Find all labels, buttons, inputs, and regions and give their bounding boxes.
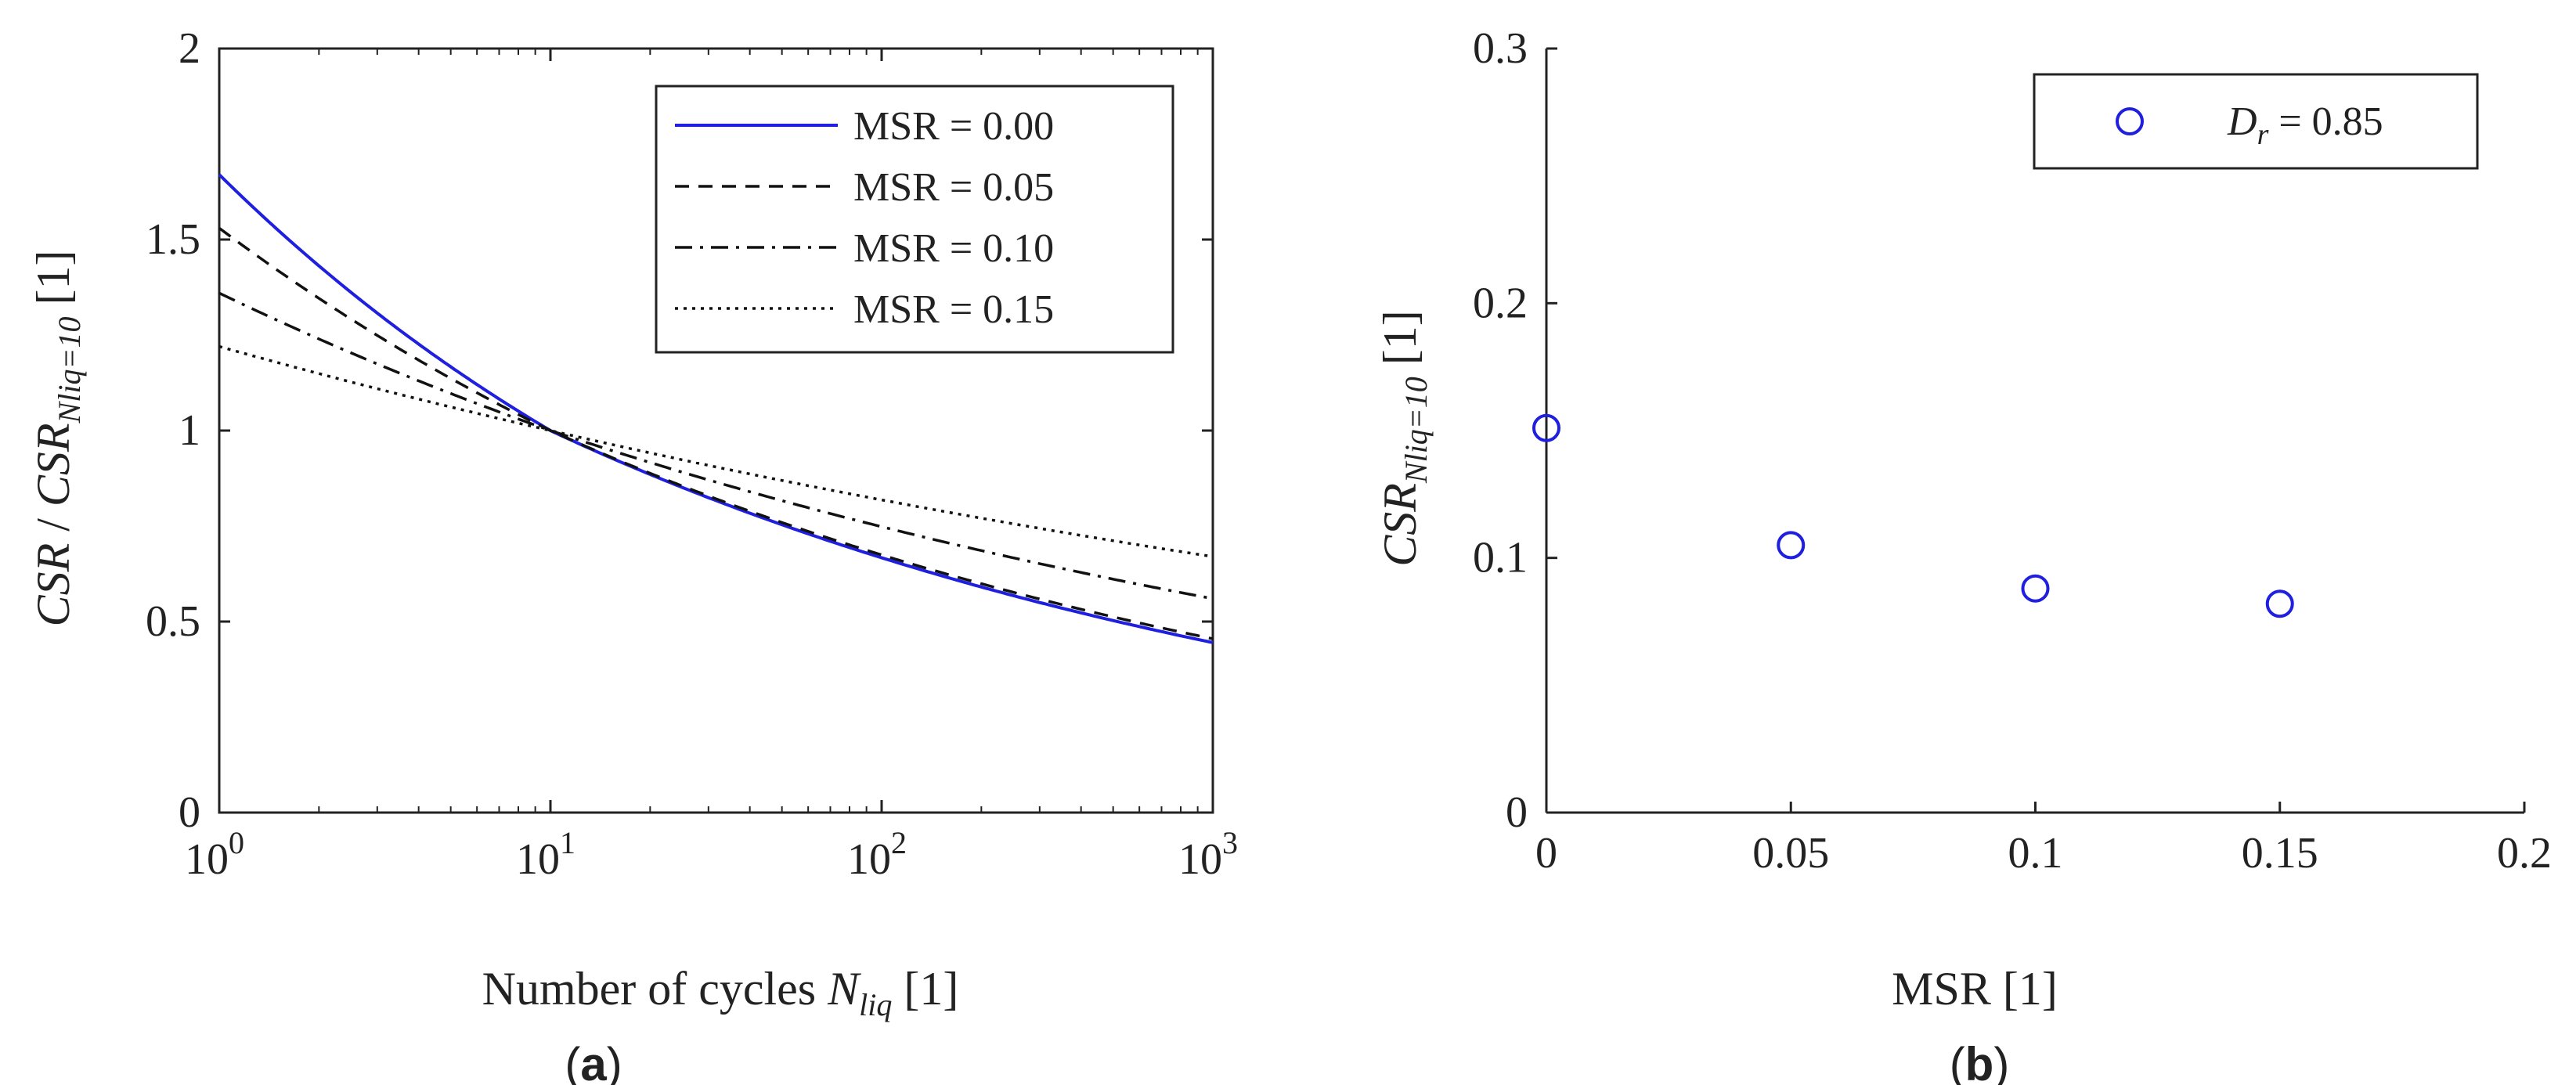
- chart-a-panel-label: (a): [565, 1038, 622, 1085]
- chart-a-ylabel: CSR / CSRNliq=10 [1]: [27, 251, 87, 627]
- chart-a-ytick-label: 0.5: [146, 597, 200, 646]
- chart-a-series-line-1: [218, 226, 1214, 640]
- chart-a-series-line-3: [218, 344, 1214, 558]
- chart-b-xtick-label: 0.05: [1752, 829, 1829, 878]
- chart-b-series-group: [1532, 413, 2294, 618]
- chart-a-legend-label-3: MSR = 0.15: [853, 287, 1054, 332]
- chart-b-ytick-label: 0.1: [1473, 534, 1528, 582]
- chart-b-legend: Dr = 0.85: [2033, 73, 2479, 170]
- chart-b-xlabel: MSR [1]: [1892, 963, 2058, 1015]
- chart-a-ytick-label: 2: [179, 24, 200, 73]
- chart-b-point-1: [1777, 531, 1806, 560]
- chart-b-xtick-label: 0: [1535, 829, 1557, 878]
- chart-a-legend-label-2: MSR = 0.10: [853, 226, 1054, 271]
- chart-b-xtick-label: 0.15: [2242, 829, 2318, 878]
- chart-a-series-line-2: [218, 291, 1214, 600]
- chart-b-xtick-label: 0.2: [2497, 829, 2552, 878]
- chart-a-legend-label-0: MSR = 0.00: [853, 104, 1054, 149]
- chart-b-point-3: [2265, 589, 2294, 618]
- chart-a-xtick-label: 101: [516, 825, 575, 884]
- chart-b-legend-marker: [2116, 107, 2144, 135]
- chart-b-ylabel: CSRNliq=10 [1]: [1374, 310, 1434, 567]
- chart-a-xtick-label: 100: [185, 825, 244, 884]
- chart-b: 0 0.1 0.2 0.3 0 0.05 0.1 0.15 0.2 CSRNliq=10 [1]…: [1374, 24, 2552, 1085]
- chart-a-xtick-label: 102: [847, 825, 907, 884]
- chart-b-ytick-label: 0: [1506, 788, 1528, 837]
- chart-a-xlabel: Number of cycles Nliq [1]: [482, 963, 959, 1022]
- chart-b-ytick-label: 0.3: [1473, 24, 1528, 73]
- chart-b-ticks: 0 0.1 0.2 0.3 0 0.05 0.1 0.15 0.2: [1473, 24, 2552, 878]
- chart-b-point-0: [1532, 413, 1560, 442]
- chart-b-point-2: [2021, 574, 2050, 603]
- chart-a-series-line-0: [218, 173, 1214, 644]
- chart-b-legend-label: Dr = 0.85: [2227, 99, 2383, 151]
- chart-a: 0 0.5 1 1.5 2 100 101 102 103 CSR / CSRNliq=10 […: [27, 24, 1238, 1085]
- chart-a-legend-label-1: MSR = 0.05: [853, 165, 1054, 210]
- chart-a-ytick-label: 1.5: [146, 215, 200, 264]
- chart-b-panel-label: (b): [1950, 1038, 2010, 1085]
- chart-b-ytick-label: 0.2: [1473, 279, 1528, 327]
- chart-a-ytick-label: 0: [179, 788, 200, 837]
- chart-b-xtick-label: 0.1: [2008, 829, 2063, 878]
- chart-a-series-group: [218, 173, 1214, 644]
- chart-a-xtick-label: 103: [1178, 825, 1238, 884]
- chart-a-ytick-label: 1: [179, 406, 200, 455]
- chart-a-ticks: 0 0.5 1 1.5 2 100 101 102 103: [146, 24, 1238, 884]
- chart-a-legend: MSR = 0.00 MSR = 0.05 MSR = 0.10 MSR = 0.15: [655, 85, 1174, 354]
